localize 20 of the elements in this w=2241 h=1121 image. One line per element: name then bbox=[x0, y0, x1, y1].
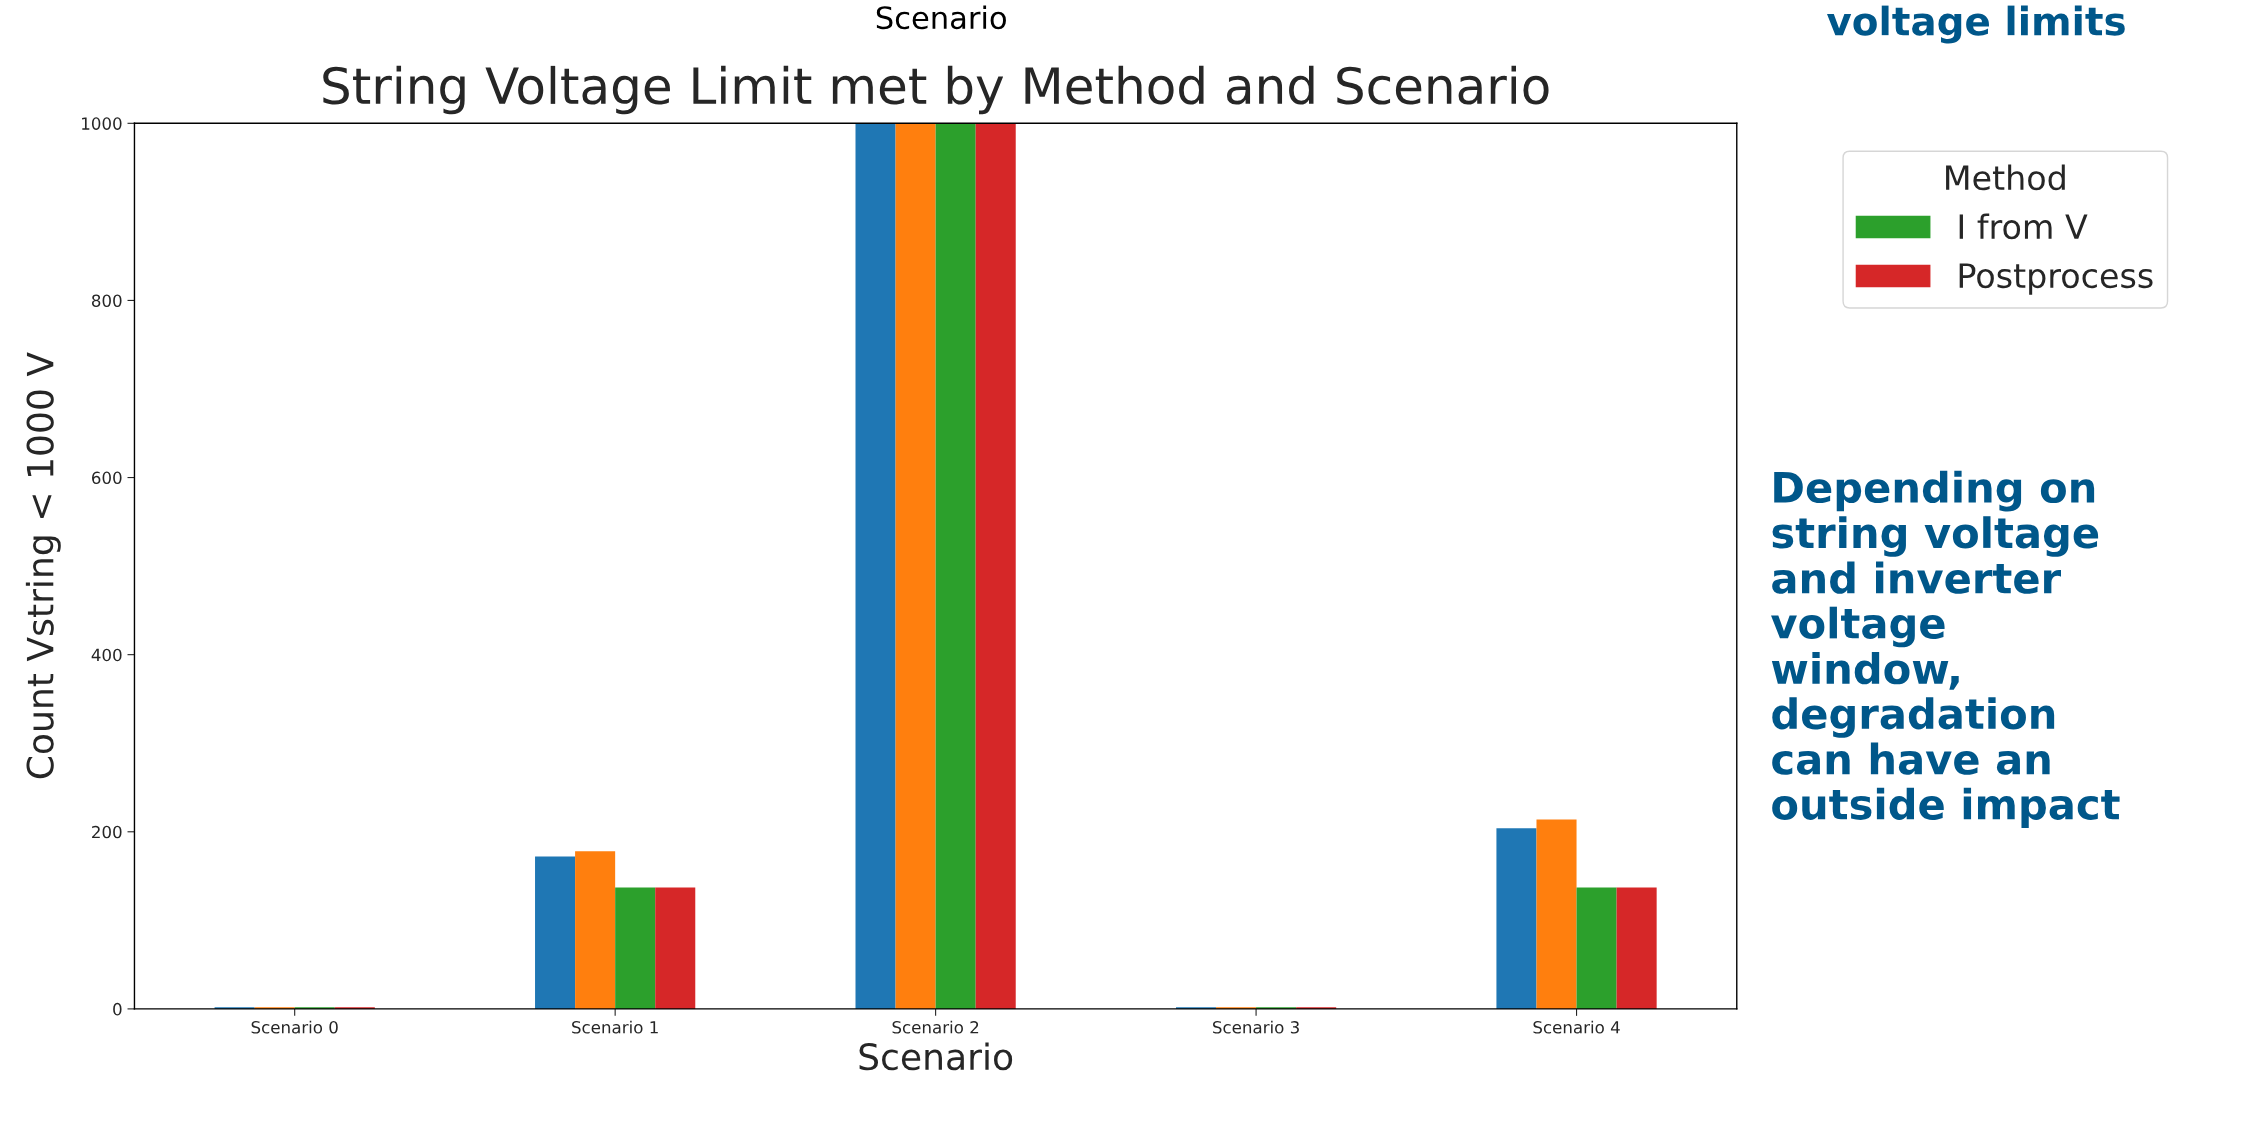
y-tick-label: 1000 bbox=[82, 117, 122, 130]
y-tick-label: 600 bbox=[92, 471, 122, 485]
legend-label: Postprocess bbox=[1959, 263, 2153, 295]
y-tick-label: 200 bbox=[92, 825, 122, 839]
x-tick-label: Scenario 0 bbox=[251, 1020, 338, 1034]
x-tick-label: Scenario 3 bbox=[1213, 1020, 1299, 1034]
text: Depending on string voltage and inverter voltage window, degradation can have an outside impact bbox=[1771, 470, 2120, 828]
text: voltage limits bbox=[1827, 5, 2125, 44]
legend-title: Method bbox=[1946, 164, 2065, 191]
y-tick-label: 0 bbox=[113, 1002, 122, 1016]
x-tick-label: Scenario 4 bbox=[1533, 1020, 1620, 1034]
y-tick-label: 800 bbox=[91, 294, 122, 307]
chart-title: String Voltage Limit met by Method and Scenario bbox=[323, 65, 1549, 115]
y-tick-label: 400 bbox=[91, 648, 122, 662]
y-axis-title: Count Vstring < 1000 V bbox=[25, 352, 61, 779]
legend-label: I from V bbox=[1959, 213, 2088, 240]
x-tick-label: Scenario 2 bbox=[892, 1020, 979, 1034]
x-axis-title: Scenario bbox=[859, 1042, 1013, 1071]
x-tick-label: Scenario 1 bbox=[572, 1020, 658, 1034]
text: Scenario bbox=[876, 5, 1006, 30]
